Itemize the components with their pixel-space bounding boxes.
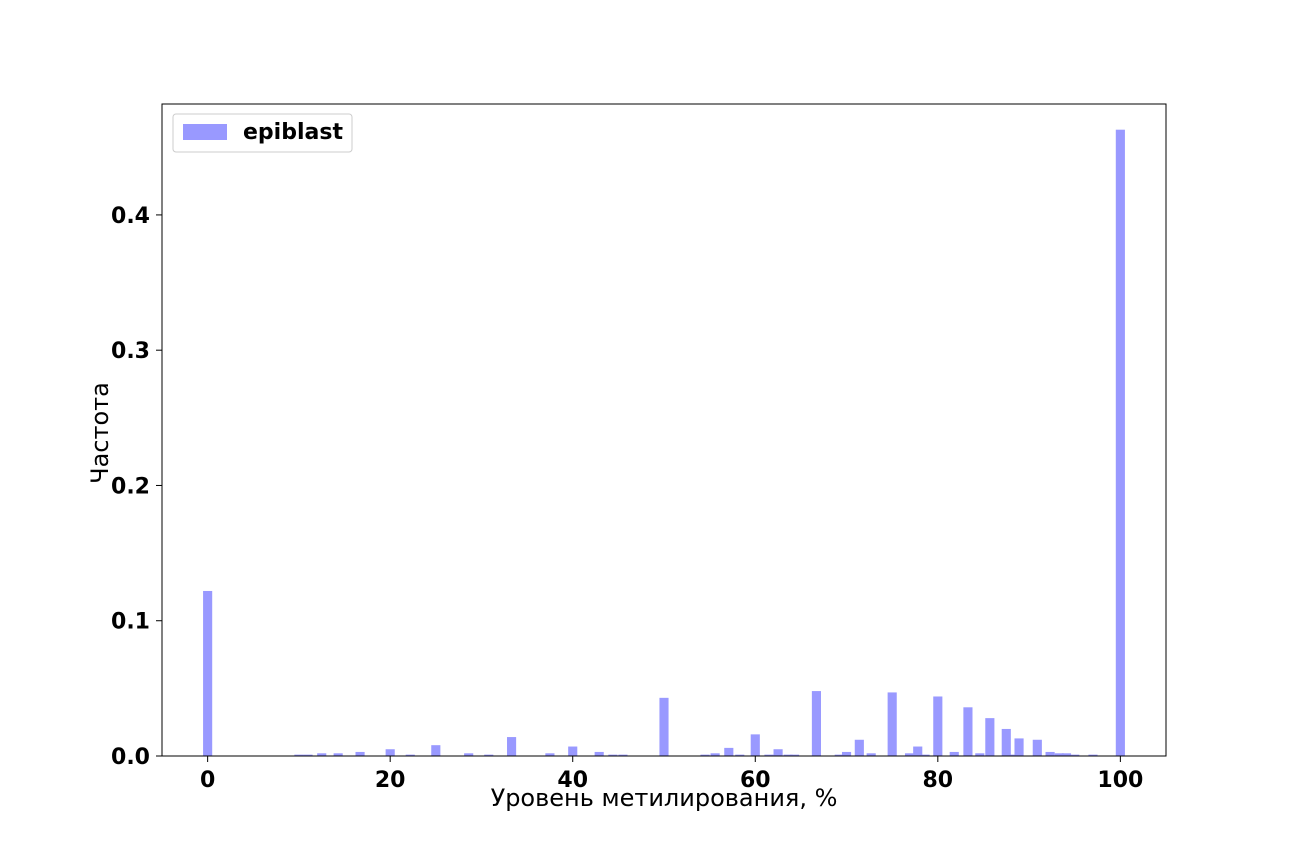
histogram-bar <box>431 745 441 756</box>
y-tick-label: 0.0 <box>111 745 150 770</box>
legend-box <box>172 113 353 153</box>
histogram-bar <box>484 754 494 756</box>
histogram-bar <box>355 751 365 756</box>
x-tick-label: 0 <box>200 768 215 793</box>
x-tick-label: 100 <box>1097 768 1143 793</box>
histogram-bar <box>920 754 930 756</box>
histogram-bar <box>866 753 876 756</box>
histogram-bar <box>887 692 897 756</box>
histogram-bar <box>949 751 959 756</box>
histogram-bar <box>913 746 923 756</box>
histogram-bar <box>1045 751 1055 756</box>
histogram-bar <box>700 754 710 756</box>
histogram-bar <box>659 697 669 756</box>
histogram-bar <box>203 590 213 756</box>
histogram-bar <box>1032 739 1042 756</box>
y-axis-label: Частота <box>86 382 114 484</box>
histogram-bar <box>405 754 415 756</box>
x-tick-label: 40 <box>557 768 588 793</box>
x-tick-label: 60 <box>740 768 771 793</box>
histogram-bar <box>1115 129 1125 757</box>
histogram-bar <box>750 734 760 756</box>
histogram-bar <box>385 749 395 756</box>
histogram-bar <box>1061 753 1072 756</box>
histogram-bar <box>1054 753 1064 756</box>
histogram-bar <box>841 751 852 756</box>
histogram-bar <box>1088 754 1098 756</box>
histogram-bar <box>1014 738 1024 756</box>
y-tick-label: 0.1 <box>111 610 150 635</box>
histogram-bar <box>789 754 800 756</box>
histogram-bar <box>854 739 864 756</box>
histogram-bar <box>834 754 844 756</box>
histogram-bar <box>317 753 327 756</box>
histogram-bar <box>568 746 578 756</box>
histogram-bar <box>1008 754 1018 756</box>
x-axis-ticks: 0 20 40 60 80 100 <box>200 756 1143 793</box>
y-tick-label: 0.2 <box>111 474 150 499</box>
histogram-bar <box>783 754 793 756</box>
histogram-bar <box>735 754 745 756</box>
plot-frame <box>161 103 1167 757</box>
legend-swatch <box>183 124 227 140</box>
histogram-bar <box>764 754 774 756</box>
histogram-bar <box>618 754 628 756</box>
histogram-bar <box>933 696 943 756</box>
histogram-bar <box>904 753 915 756</box>
y-tick-label: 0.4 <box>111 204 150 229</box>
histogram-bar <box>608 754 618 756</box>
histogram-bar <box>507 737 517 756</box>
histogram-bar <box>464 753 474 756</box>
histogram-bar <box>963 707 973 756</box>
bars-group <box>203 129 1125 757</box>
histogram-bar <box>594 751 604 756</box>
x-tick-label: 20 <box>375 768 406 793</box>
histogram-bar <box>985 718 995 756</box>
x-axis-label: Уровень метилирования, % <box>491 784 838 812</box>
histogram-bar <box>1001 728 1011 756</box>
histogram-bar <box>724 747 734 756</box>
histogram-bar <box>710 753 720 756</box>
histogram-bar <box>333 753 343 756</box>
legend: epiblast <box>172 113 353 153</box>
histogram-bar <box>811 691 821 756</box>
y-tick-label: 0.3 <box>111 339 150 364</box>
histogram-bar <box>303 754 313 756</box>
histogram-bar <box>773 749 783 756</box>
histogram-bar <box>975 753 985 756</box>
histogram-bar <box>545 753 555 756</box>
histogram-bar <box>294 754 304 756</box>
histogram-bar <box>1070 754 1080 756</box>
legend-label: epiblast <box>243 120 343 145</box>
y-axis-ticks: 0.0 0.1 0.2 0.3 0.4 <box>111 204 162 770</box>
x-tick-label: 80 <box>923 768 954 793</box>
